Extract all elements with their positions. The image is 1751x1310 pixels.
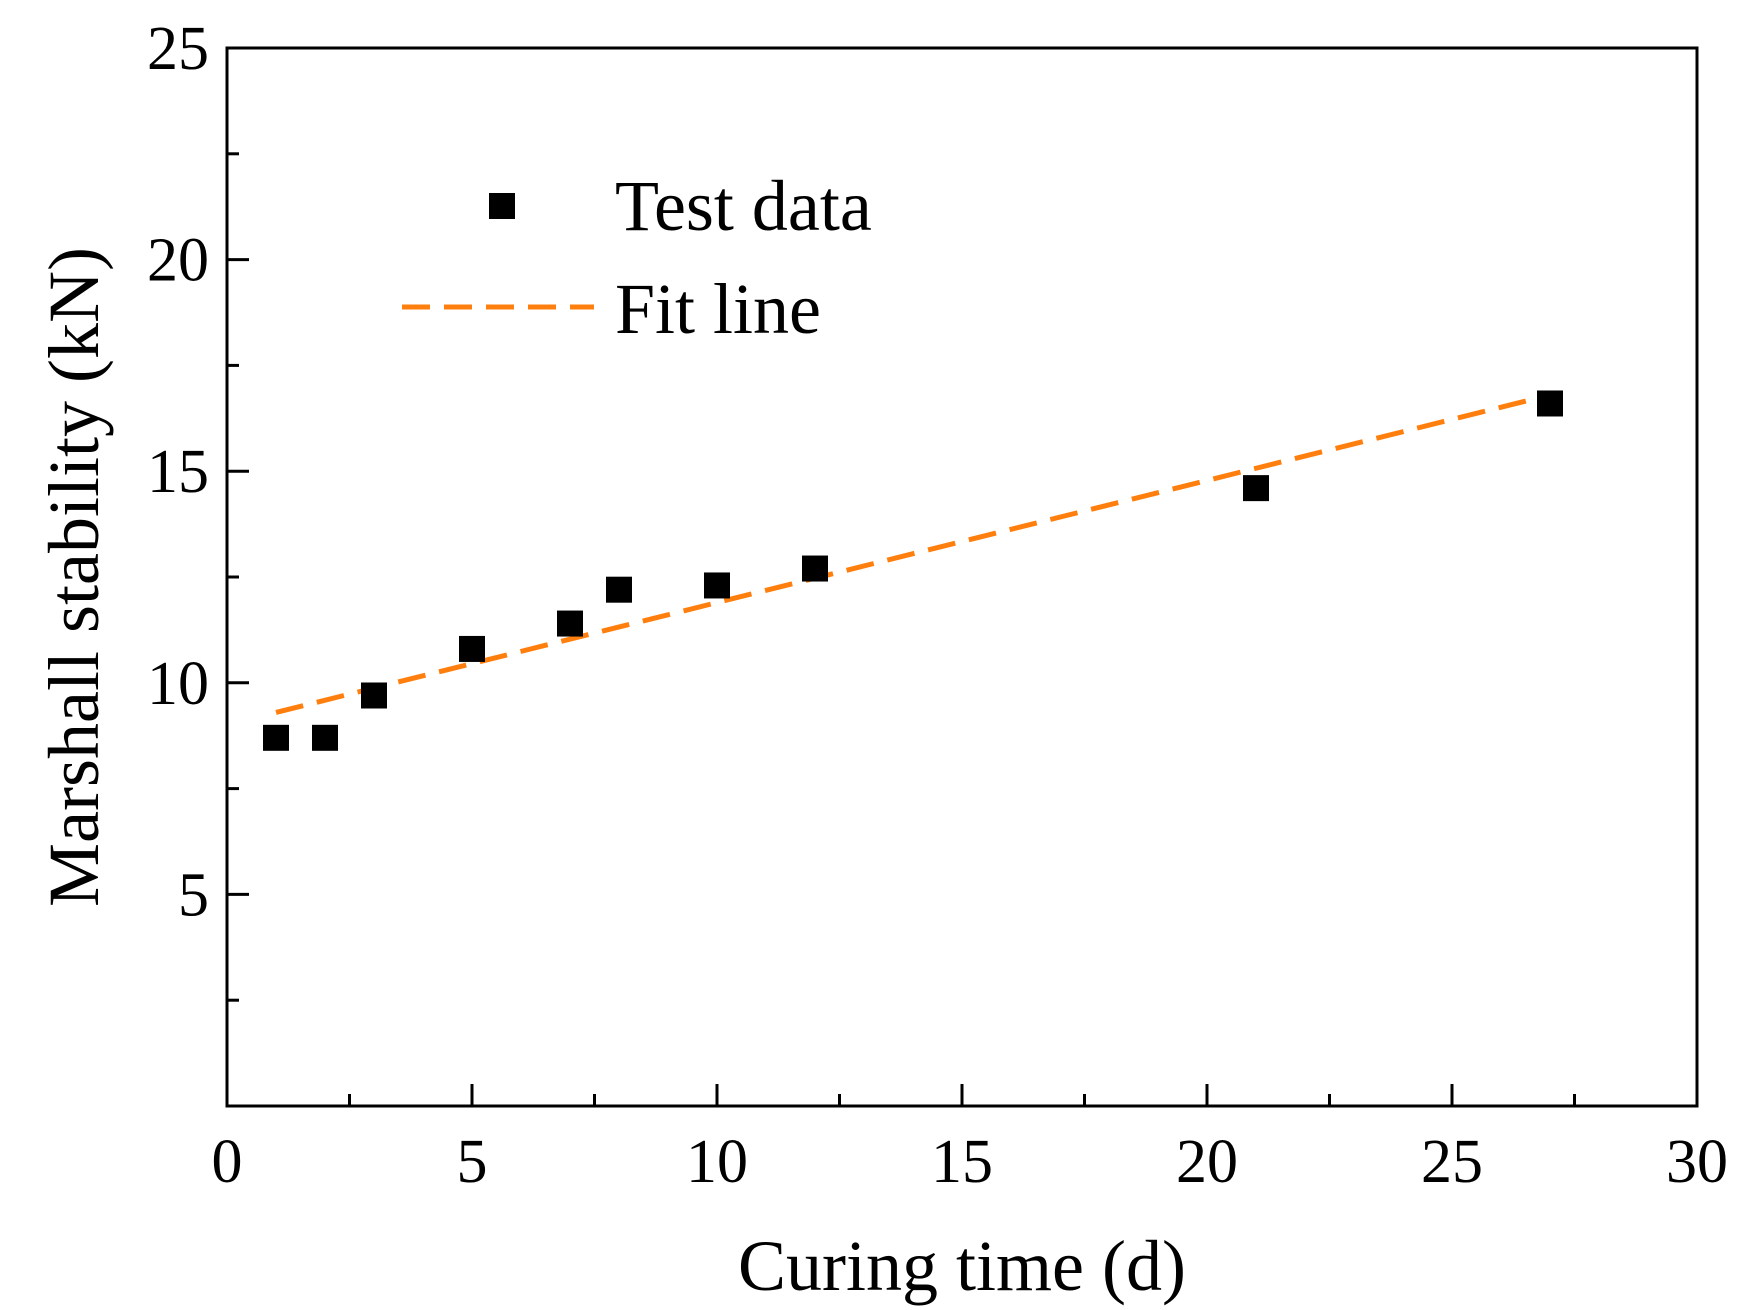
y-tick-label: 5 — [178, 861, 209, 929]
fit-line — [275, 392, 1551, 715]
x-tick-labels: 0 5 10 15 20 25 30 — [212, 1128, 1729, 1196]
data-point — [1537, 390, 1563, 417]
data-point — [557, 610, 583, 637]
data-point — [704, 572, 730, 599]
x-tick-label: 20 — [1176, 1128, 1238, 1196]
y-tick-label: 20 — [147, 227, 209, 295]
data-point — [312, 724, 338, 751]
x-tick-label: 30 — [1666, 1128, 1728, 1196]
minor-ticks — [227, 152, 1576, 1106]
x-tick-label: 25 — [1421, 1128, 1483, 1196]
plot-frame — [225, 46, 1699, 1108]
x-tick-label: 0 — [212, 1128, 243, 1196]
x-axis-title: Curing time (d) — [738, 1226, 1186, 1306]
y-tick-label: 25 — [147, 15, 209, 83]
data-point — [459, 635, 485, 662]
fit-line-layer — [275, 392, 1551, 715]
data-point — [263, 724, 289, 751]
x-tick-label: 15 — [931, 1128, 993, 1196]
data-point — [1243, 475, 1269, 502]
data-point — [802, 555, 828, 582]
x-tick-label: 10 — [686, 1128, 748, 1196]
legend-marker-test-data — [489, 193, 515, 219]
legend-label-fit-line: Fit line — [615, 269, 821, 349]
data-point — [606, 576, 632, 603]
test-data-layer — [263, 390, 1563, 751]
legend-label-test-data: Test data — [615, 166, 872, 246]
data-point — [361, 682, 387, 709]
y-tick-label: 10 — [147, 650, 209, 718]
y-axis-title: Marshall stability (kN) — [34, 247, 114, 907]
x-tick-label: 5 — [457, 1128, 488, 1196]
major-ticks — [225, 46, 1699, 1106]
y-tick-label: 15 — [147, 438, 209, 506]
y-tick-labels: 5 10 15 20 25 — [147, 15, 209, 929]
legend: Test data Fit line — [402, 166, 872, 349]
